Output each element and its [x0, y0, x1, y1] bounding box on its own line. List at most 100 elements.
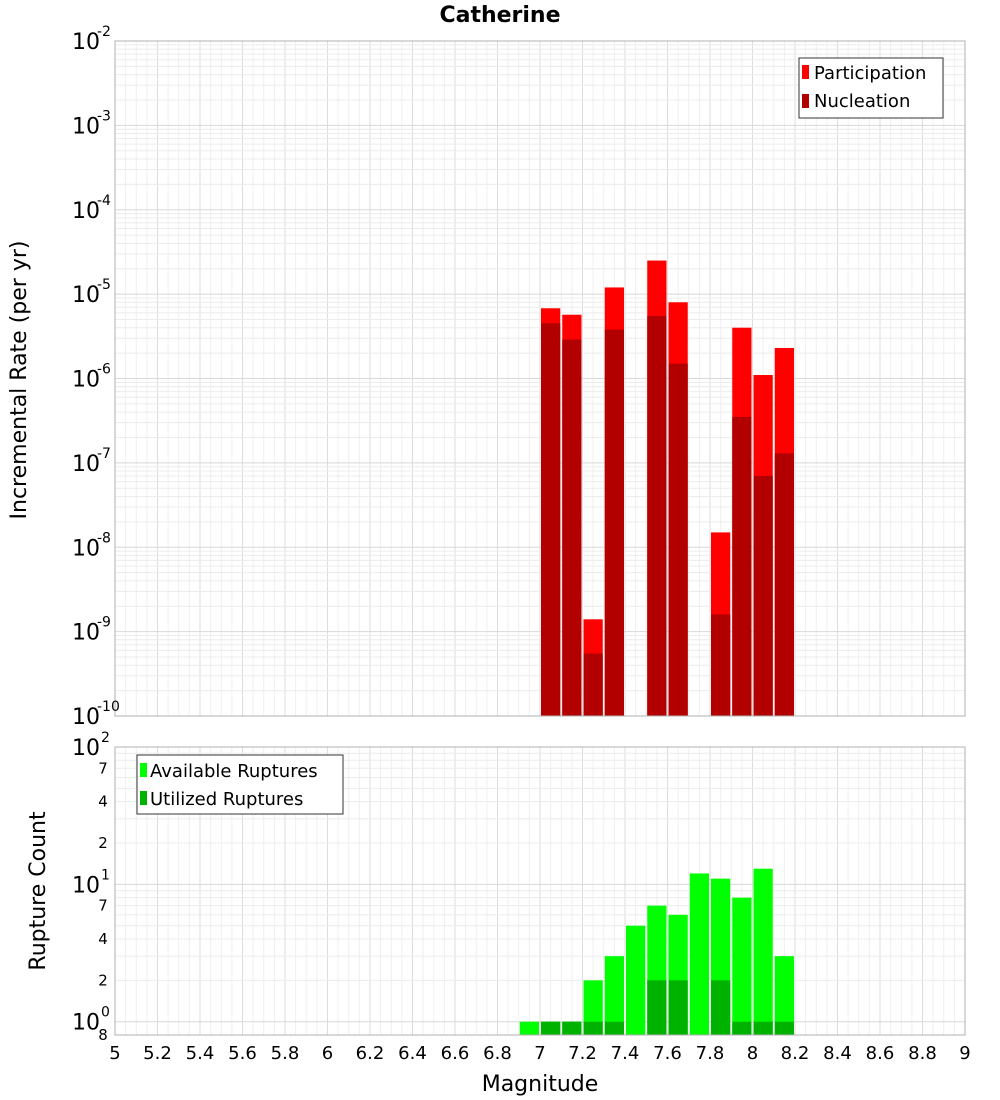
count-bar-b	[541, 1021, 561, 1035]
x-tick-label: 8	[747, 1043, 758, 1064]
count-y-tick-exp: 1	[101, 867, 110, 883]
x-tick-label: 7.6	[653, 1043, 682, 1064]
legend-label-nucleation: Nucleation	[814, 91, 910, 112]
count-bar-a	[519, 1021, 539, 1035]
x-tick-label: 6	[322, 1043, 333, 1064]
rate-y-tick-exp: -9	[97, 615, 111, 631]
legend-swatch-nucleation	[802, 94, 809, 108]
x-tick-label: 5.4	[186, 1043, 215, 1064]
x-axis-ticks: 5 5.2 5.4 5.6 5.8 6 6.2 6.4 6.6 6.8 7 7.2 7.4 7.6 7.8 8…	[109, 1043, 970, 1064]
count-bar-b	[774, 1021, 794, 1035]
rate-bar-b	[774, 453, 794, 716]
x-tick-label: 6.8	[483, 1043, 512, 1064]
rate-y-tick-exp: -7	[97, 446, 111, 462]
rate-y-tick-exp: -8	[97, 530, 111, 546]
count-bar-a	[689, 873, 709, 1035]
rate-y-tick-exp: -5	[97, 277, 111, 293]
rate-legend: Participation Nucleation	[798, 57, 944, 119]
count-bar-b	[668, 980, 688, 1035]
x-tick-label: 7.8	[696, 1043, 725, 1064]
x-tick-label: 6.2	[356, 1043, 385, 1064]
rate-y-tick-base: 10	[72, 621, 100, 646]
rate-bar-b	[541, 323, 561, 716]
count-bars	[519, 868, 794, 1035]
rate-y-axis-label: Incremental Rate (per yr)	[7, 241, 32, 520]
count-bar-a	[583, 980, 603, 1035]
rate-y-tick-exp: -2	[97, 24, 111, 40]
rate-y-tick-exp: -10	[97, 699, 120, 715]
count-bar-a	[732, 897, 752, 1035]
legend-swatch-utilized	[140, 791, 147, 805]
rate-bars	[541, 260, 794, 716]
legend-swatch-available	[140, 763, 147, 777]
count-bar-b	[753, 1021, 773, 1035]
x-tick-label: 5.6	[228, 1043, 257, 1064]
count-y-axis-label: Rupture Count	[26, 811, 51, 971]
rate-bar-b	[711, 614, 731, 716]
chart-title: Catherine	[439, 3, 560, 28]
rate-y-tick-base: 10	[72, 199, 100, 224]
rate-legend-box	[798, 57, 944, 119]
count-y-tick-minor: 2	[98, 971, 108, 989]
count-bar-a	[626, 925, 646, 1035]
count-legend-box	[136, 754, 344, 815]
count-y-tick-base: 10	[72, 736, 100, 761]
x-tick-label: 5.8	[271, 1043, 300, 1064]
x-tick-label: 9	[959, 1043, 970, 1064]
rate-y-tick-base: 10	[72, 705, 100, 730]
x-axis-label: Magnitude	[482, 1072, 599, 1097]
count-y-tick-base: 10	[72, 873, 100, 898]
x-tick-label: 5.2	[143, 1043, 172, 1064]
rate-bar-b	[647, 316, 667, 716]
x-tick-label: 7	[534, 1043, 545, 1064]
count-y-tick-minor: 4	[98, 793, 108, 811]
rate-panel: 10-210-310-410-510-610-710-810-910-10 In…	[7, 24, 966, 730]
count-bar-a	[753, 868, 773, 1035]
count-bar-b	[604, 1021, 624, 1035]
legend-label-utilized: Utilized Ruptures	[150, 789, 303, 810]
x-tick-label: 7.4	[611, 1043, 640, 1064]
rate-y-tick-base: 10	[72, 452, 100, 477]
count-y-tick-exp: 2	[101, 730, 110, 746]
count-y-tick-minor: 4	[98, 930, 108, 948]
count-y-tick-exp: 0	[101, 1005, 110, 1021]
rate-y-tick-base: 10	[72, 30, 100, 55]
count-y-tick-minor: 7	[98, 759, 108, 777]
rate-bar-b	[583, 653, 603, 716]
count-y-tick-minor: 2	[98, 834, 108, 852]
rate-y-ticks: 10-210-310-410-510-610-710-810-910-10	[72, 24, 120, 730]
x-tick-label: 6.6	[441, 1043, 470, 1064]
rate-y-tick-base: 10	[72, 283, 100, 308]
count-bar-b	[732, 1021, 752, 1035]
x-tick-label: 8.8	[908, 1043, 937, 1064]
rate-y-tick-base: 10	[72, 368, 100, 393]
count-bar-b	[583, 1021, 603, 1035]
legend-swatch-participation	[802, 65, 809, 79]
rate-y-tick-base: 10	[72, 114, 100, 139]
rate-y-tick-exp: -6	[97, 362, 111, 378]
count-bar-b	[562, 1021, 582, 1035]
rate-bar-b	[562, 339, 582, 716]
rate-bar-b	[732, 416, 752, 716]
x-tick-label: 8.6	[866, 1043, 895, 1064]
legend-label-available: Available Ruptures	[150, 761, 318, 782]
x-tick-label: 6.4	[398, 1043, 427, 1064]
rate-grid	[114, 41, 966, 717]
rate-bar-b	[668, 363, 688, 716]
count-y-tick-minor: 8	[98, 1026, 108, 1044]
rate-bar-b	[604, 329, 624, 716]
legend-label-participation: Participation	[814, 63, 926, 84]
count-y-tick-minor: 7	[98, 897, 108, 915]
rate-bar-b	[753, 475, 773, 716]
rate-y-tick-exp: -4	[97, 193, 111, 209]
rate-y-tick-exp: -3	[97, 108, 111, 124]
x-tick-label: 7.2	[568, 1043, 597, 1064]
x-tick-label: 5	[109, 1043, 120, 1064]
count-bar-a	[604, 956, 624, 1035]
count-y-tick-base: 10	[72, 1011, 100, 1036]
x-tick-label: 8.4	[823, 1043, 852, 1064]
count-bar-a	[774, 956, 794, 1035]
